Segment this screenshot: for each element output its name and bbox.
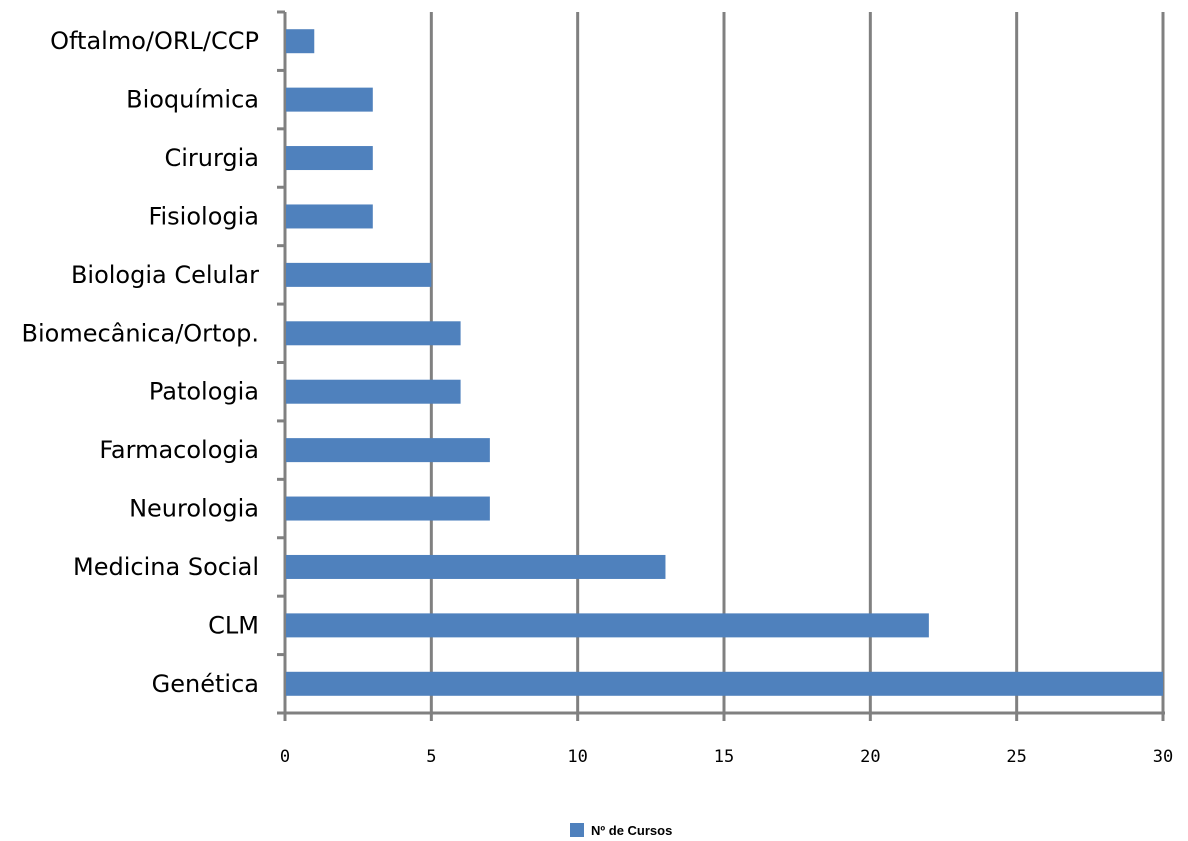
- bar: [286, 671, 1163, 696]
- category-labels: Oftalmo/ORL/CCP Bioquímica Cirurgia Fisiolo…: [22, 27, 260, 698]
- legend: Nº de Cursos: [570, 823, 672, 838]
- category-label: Farmacologia: [99, 436, 259, 464]
- x-tick-label: 5: [426, 747, 436, 767]
- category-label: Fisiologia: [148, 202, 259, 230]
- category-label: Biologia Celular: [71, 261, 259, 289]
- legend-label: Nº de Cursos: [591, 823, 672, 838]
- category-label: Bioquímica: [126, 86, 259, 114]
- category-label: Patologia: [149, 378, 259, 406]
- bar: [286, 87, 373, 112]
- category-label: Oftalmo/ORL/CCP: [50, 27, 259, 55]
- bar: [286, 204, 373, 229]
- bar: [286, 496, 490, 521]
- x-tick-label: 0: [280, 747, 290, 767]
- bar: [286, 438, 490, 463]
- x-tick-label: 30: [1153, 747, 1173, 767]
- x-tick-label: 15: [714, 747, 734, 767]
- category-label: Medicina Social: [73, 553, 259, 581]
- category-label: Biomecânica/Ortop.: [22, 319, 259, 347]
- x-tick-labels: 0 5 10 15 20 25 30: [280, 747, 1173, 767]
- bar: [286, 379, 461, 404]
- bar: [286, 321, 461, 346]
- legend-swatch: [570, 823, 584, 837]
- bar: [286, 262, 432, 287]
- gridlines: [429, 12, 1165, 713]
- bar: [286, 29, 315, 54]
- category-label: Neurologia: [129, 495, 259, 523]
- category-label: CLM: [208, 611, 259, 639]
- bar: [286, 613, 929, 638]
- category-label: Cirurgia: [164, 144, 259, 172]
- bars: [286, 29, 1163, 696]
- bar: [286, 146, 373, 171]
- x-tick-label: 10: [567, 747, 587, 767]
- bar: [286, 554, 666, 579]
- category-label: Genética: [152, 670, 259, 698]
- axes: [277, 10, 1165, 721]
- x-tick-label: 20: [860, 747, 880, 767]
- x-tick-label: 25: [1006, 747, 1026, 767]
